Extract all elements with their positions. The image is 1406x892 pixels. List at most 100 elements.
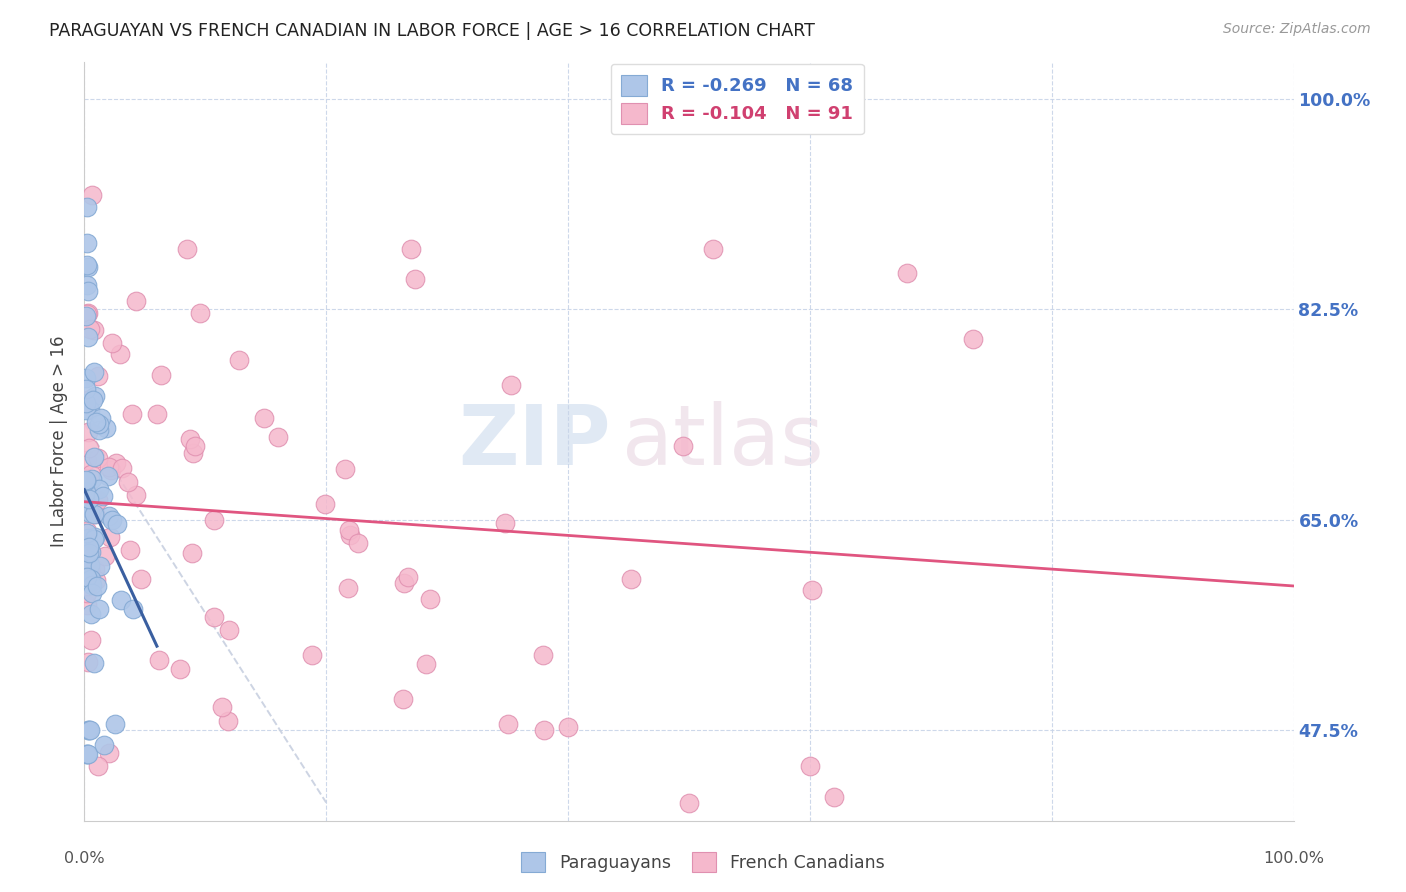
Point bbox=[399, 242, 422, 256]
Point bbox=[80, 572, 103, 586]
Point bbox=[396, 570, 419, 584]
Point bbox=[89, 558, 111, 573]
Point bbox=[75, 475, 97, 489]
Point bbox=[76, 524, 98, 538]
Point bbox=[76, 570, 98, 584]
Point bbox=[494, 516, 516, 531]
Point bbox=[176, 242, 198, 256]
Point bbox=[80, 187, 103, 202]
Point bbox=[84, 573, 107, 587]
Point bbox=[620, 573, 643, 587]
Point bbox=[87, 759, 110, 773]
Point bbox=[79, 392, 101, 407]
Text: PARAGUAYAN VS FRENCH CANADIAN IN LABOR FORCE | AGE > 16 CORRELATION CHART: PARAGUAYAN VS FRENCH CANADIAN IN LABOR F… bbox=[49, 22, 815, 40]
Point bbox=[339, 528, 361, 542]
Point bbox=[202, 513, 225, 527]
Point bbox=[76, 306, 98, 320]
Point bbox=[100, 530, 122, 544]
Point bbox=[557, 720, 579, 734]
Point bbox=[120, 543, 142, 558]
Point bbox=[823, 789, 845, 804]
Point bbox=[391, 691, 413, 706]
Point bbox=[149, 368, 172, 382]
Point bbox=[76, 485, 98, 500]
Text: 100.0%: 100.0% bbox=[1263, 851, 1324, 866]
Point bbox=[94, 421, 117, 435]
Point bbox=[75, 403, 97, 417]
Point bbox=[76, 531, 98, 545]
Point bbox=[419, 592, 441, 607]
Point bbox=[75, 473, 97, 487]
Point bbox=[76, 525, 98, 540]
Point bbox=[87, 492, 110, 507]
Point bbox=[496, 717, 519, 731]
Text: ZIP: ZIP bbox=[458, 401, 610, 482]
Point bbox=[337, 524, 360, 538]
Point bbox=[125, 294, 148, 309]
Point bbox=[83, 656, 105, 670]
Point bbox=[77, 723, 100, 738]
Point bbox=[76, 747, 98, 762]
Point bbox=[75, 396, 97, 410]
Point bbox=[87, 368, 110, 383]
Point bbox=[79, 540, 101, 554]
Point bbox=[87, 601, 110, 615]
Point bbox=[218, 623, 240, 637]
Point bbox=[77, 330, 100, 344]
Point bbox=[75, 382, 97, 396]
Point bbox=[188, 306, 211, 320]
Point bbox=[76, 399, 98, 413]
Point bbox=[86, 579, 108, 593]
Point bbox=[83, 450, 105, 465]
Point bbox=[98, 460, 121, 475]
Point bbox=[77, 552, 100, 566]
Point bbox=[90, 411, 112, 425]
Point bbox=[501, 378, 523, 392]
Point bbox=[80, 545, 103, 559]
Point bbox=[82, 392, 104, 407]
Point bbox=[122, 601, 145, 615]
Legend: Paraguayans, French Canadians: Paraguayans, French Canadians bbox=[515, 845, 891, 879]
Point bbox=[253, 411, 276, 425]
Point bbox=[77, 502, 100, 516]
Point bbox=[415, 657, 437, 672]
Point bbox=[101, 513, 124, 527]
Point bbox=[93, 739, 115, 753]
Point bbox=[678, 796, 700, 810]
Point bbox=[84, 507, 107, 521]
Text: atlas: atlas bbox=[623, 401, 824, 482]
Point bbox=[83, 365, 105, 379]
Point bbox=[98, 509, 121, 524]
Point bbox=[76, 579, 98, 593]
Point bbox=[531, 648, 554, 662]
Point bbox=[108, 347, 131, 361]
Point bbox=[84, 415, 107, 429]
Point bbox=[117, 475, 139, 489]
Point bbox=[79, 563, 101, 577]
Point bbox=[83, 530, 105, 544]
Point bbox=[79, 506, 101, 520]
Point bbox=[896, 266, 918, 280]
Point bbox=[76, 200, 98, 214]
Point bbox=[179, 432, 201, 446]
Point bbox=[83, 323, 105, 337]
Point bbox=[336, 581, 359, 595]
Point bbox=[145, 407, 167, 421]
Point bbox=[77, 441, 100, 455]
Point bbox=[111, 461, 134, 475]
Point bbox=[79, 558, 101, 573]
Point bbox=[801, 582, 824, 597]
Point bbox=[80, 467, 103, 481]
Point bbox=[148, 653, 170, 667]
Point bbox=[91, 489, 114, 503]
Point bbox=[346, 536, 368, 550]
Point bbox=[267, 430, 290, 444]
Point bbox=[100, 463, 122, 477]
Point bbox=[211, 700, 233, 714]
Point bbox=[76, 586, 98, 600]
Point bbox=[75, 500, 97, 515]
Point bbox=[533, 723, 555, 738]
Point bbox=[333, 462, 356, 476]
Point bbox=[77, 260, 100, 274]
Point bbox=[76, 307, 98, 321]
